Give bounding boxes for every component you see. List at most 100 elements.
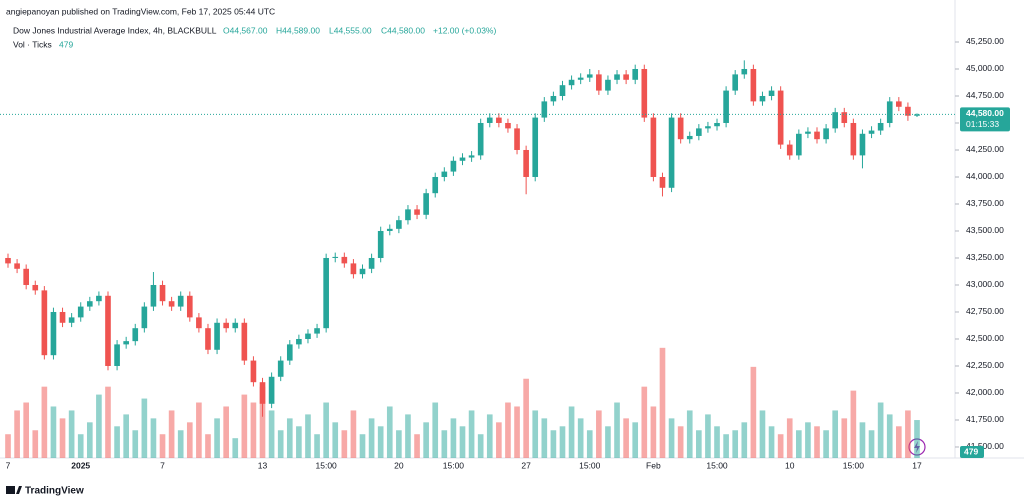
volume-bar — [332, 422, 339, 458]
candle-body — [205, 328, 211, 350]
candle-body — [314, 328, 320, 334]
candle-body — [905, 106, 911, 116]
volume-bar — [296, 426, 302, 458]
candle-body — [832, 112, 839, 129]
volume-bar — [568, 406, 575, 458]
volume-bar — [696, 430, 702, 458]
volume-bar — [168, 410, 175, 458]
volume-bar — [486, 414, 493, 458]
candle-body — [559, 85, 566, 96]
volume-bar — [359, 434, 366, 458]
candle-body — [668, 117, 675, 188]
volume-bar — [32, 430, 39, 458]
volume-bar — [823, 430, 829, 458]
candle-body — [441, 171, 448, 177]
ohlc-value: C44,580.00 — [381, 25, 425, 35]
volume-bar — [259, 386, 266, 458]
candle-body — [477, 122, 484, 156]
volume-bar — [732, 430, 739, 458]
candle-body — [186, 295, 193, 318]
candle-body — [532, 117, 539, 177]
candle-body — [459, 157, 466, 161]
volume-bar — [886, 414, 893, 458]
y-tick-label: 44,250.00 — [966, 144, 1004, 154]
y-tick-label: 44,750.00 — [966, 90, 1004, 100]
candle-body — [332, 256, 339, 258]
candle-body — [623, 74, 629, 80]
candle-body — [859, 133, 866, 156]
ohlc-value: L44,555.00 — [329, 25, 372, 35]
volume-bar — [623, 418, 629, 458]
candle-body — [59, 311, 66, 323]
volume-bar — [232, 438, 239, 458]
candle-body — [350, 263, 357, 275]
volume-bar — [114, 426, 120, 458]
y-tick-label: 43,000.00 — [966, 279, 1004, 289]
candle-body — [41, 290, 48, 356]
candle-body — [96, 295, 102, 302]
volume-bar — [550, 430, 557, 458]
candle-body — [141, 306, 148, 329]
volume-bar — [41, 386, 48, 458]
volume-bar — [577, 418, 584, 458]
candle-body — [405, 209, 411, 221]
candle-body — [868, 130, 875, 134]
candle-body — [150, 284, 157, 307]
candle-body — [896, 101, 902, 107]
candle-body — [814, 131, 820, 140]
volume-bar — [859, 422, 866, 458]
volume-bar — [659, 347, 666, 458]
candle-body — [259, 382, 266, 404]
candle-body — [568, 79, 575, 86]
y-tick-label: 43,500.00 — [966, 225, 1004, 235]
volume-bar — [68, 410, 75, 458]
volume-bar — [50, 406, 57, 458]
candle-body — [541, 101, 548, 118]
candle-body — [396, 220, 402, 229]
volume-bar — [814, 426, 820, 458]
candle-body — [777, 90, 784, 145]
volume-bar — [177, 430, 184, 458]
x-tick-label: 27 — [521, 460, 531, 470]
candle-body — [250, 360, 257, 383]
volume-bar — [223, 406, 229, 458]
volume-bar — [205, 434, 211, 458]
volume-bar — [441, 430, 448, 458]
volume-bar — [677, 426, 684, 458]
candle-body — [305, 333, 311, 339]
volume-bar — [496, 422, 502, 458]
candle-body — [686, 135, 693, 140]
candle-body — [823, 128, 829, 140]
volume-bar — [159, 434, 166, 458]
candle-body — [486, 117, 493, 123]
volume-bar — [268, 410, 275, 458]
volume-tag — [960, 446, 984, 458]
volume-bar — [23, 402, 29, 458]
candle-body — [596, 74, 602, 91]
volume-bar — [141, 398, 148, 458]
volume-bar — [468, 410, 475, 458]
volume-bar — [459, 426, 466, 458]
x-tick-label: 20 — [394, 460, 404, 470]
candle-body — [850, 122, 857, 156]
y-tick-label: 42,250.00 — [966, 360, 1004, 370]
y-tick-label: 42,750.00 — [966, 306, 1004, 316]
candle-body — [877, 122, 884, 131]
volume-bar — [132, 430, 139, 458]
volume-bar — [414, 434, 420, 458]
countdown: 01:15:33 — [966, 119, 999, 129]
candle-body — [723, 90, 729, 123]
volume-bar — [768, 426, 775, 458]
candle-body — [159, 284, 166, 302]
candle-body — [177, 295, 184, 307]
candle-body — [468, 155, 475, 158]
x-tick-label: 15:00 — [706, 460, 728, 470]
volume-bar — [86, 422, 93, 458]
logo-mark — [16, 486, 22, 494]
candle-body — [696, 128, 702, 136]
volume-bar — [841, 418, 848, 458]
volume-bar — [896, 426, 902, 458]
volume-bar — [105, 386, 111, 458]
volume-bar — [450, 418, 457, 458]
x-tick-label: 10 — [785, 460, 795, 470]
